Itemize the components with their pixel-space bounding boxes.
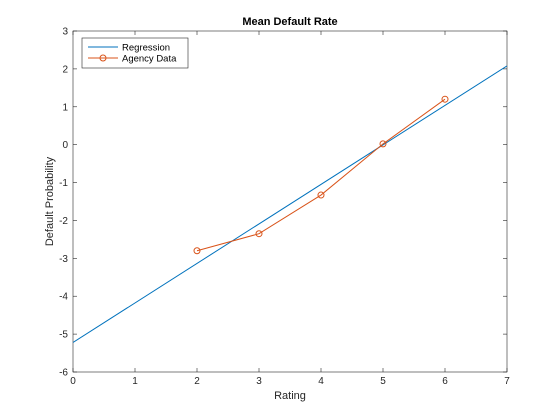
x-tick-label: 3	[256, 376, 262, 387]
regression-line	[73, 65, 507, 343]
agency-data-point	[193, 247, 201, 255]
chart-title: Mean Default Rate	[242, 16, 337, 28]
agency-data-point	[379, 140, 387, 148]
y-tick-label: -2	[59, 216, 68, 227]
x-tick-label: 0	[70, 376, 76, 387]
y-tick-label: -1	[59, 178, 68, 189]
x-tick-label: 7	[504, 376, 510, 387]
y-tick-label: 0	[62, 140, 68, 151]
agency-data-point	[441, 95, 449, 103]
legend-marker-agency-data	[99, 54, 107, 62]
x-axis-label: Rating	[274, 390, 306, 402]
y-tick-label: -6	[59, 368, 68, 379]
agency-data-point	[317, 191, 325, 199]
x-tick-label: 1	[132, 376, 138, 387]
y-axis-label: Default Probability	[44, 156, 56, 246]
agency-data-point	[255, 230, 263, 238]
y-tick-label: 2	[62, 64, 68, 75]
x-tick-label: 4	[318, 376, 324, 387]
y-tick-label: -4	[59, 292, 68, 303]
plot-area	[72, 30, 508, 373]
agency-data-line	[196, 98, 446, 252]
series-group	[73, 65, 507, 343]
x-tick-label: 5	[380, 376, 386, 387]
legend-label-regression: Regression	[122, 42, 170, 53]
x-tick-label: 6	[442, 376, 448, 387]
legend-label-agency-data: Agency Data	[122, 53, 177, 64]
x-tick-label: 2	[194, 376, 200, 387]
y-tick-label: 1	[62, 102, 68, 113]
y-tick-label: 3	[62, 27, 68, 38]
y-tick-label: -5	[59, 330, 68, 341]
legend-box	[81, 37, 189, 69]
y-tick-label: -3	[59, 254, 68, 265]
